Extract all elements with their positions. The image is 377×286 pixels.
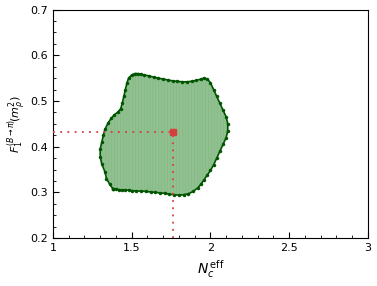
- Y-axis label: $F_1^{(B\to\pi)}\!(m_\rho^2)$: $F_1^{(B\to\pi)}\!(m_\rho^2)$: [6, 95, 29, 153]
- X-axis label: $N_c^{\,\rm eff}$: $N_c^{\,\rm eff}$: [196, 259, 224, 281]
- Polygon shape: [100, 74, 228, 195]
